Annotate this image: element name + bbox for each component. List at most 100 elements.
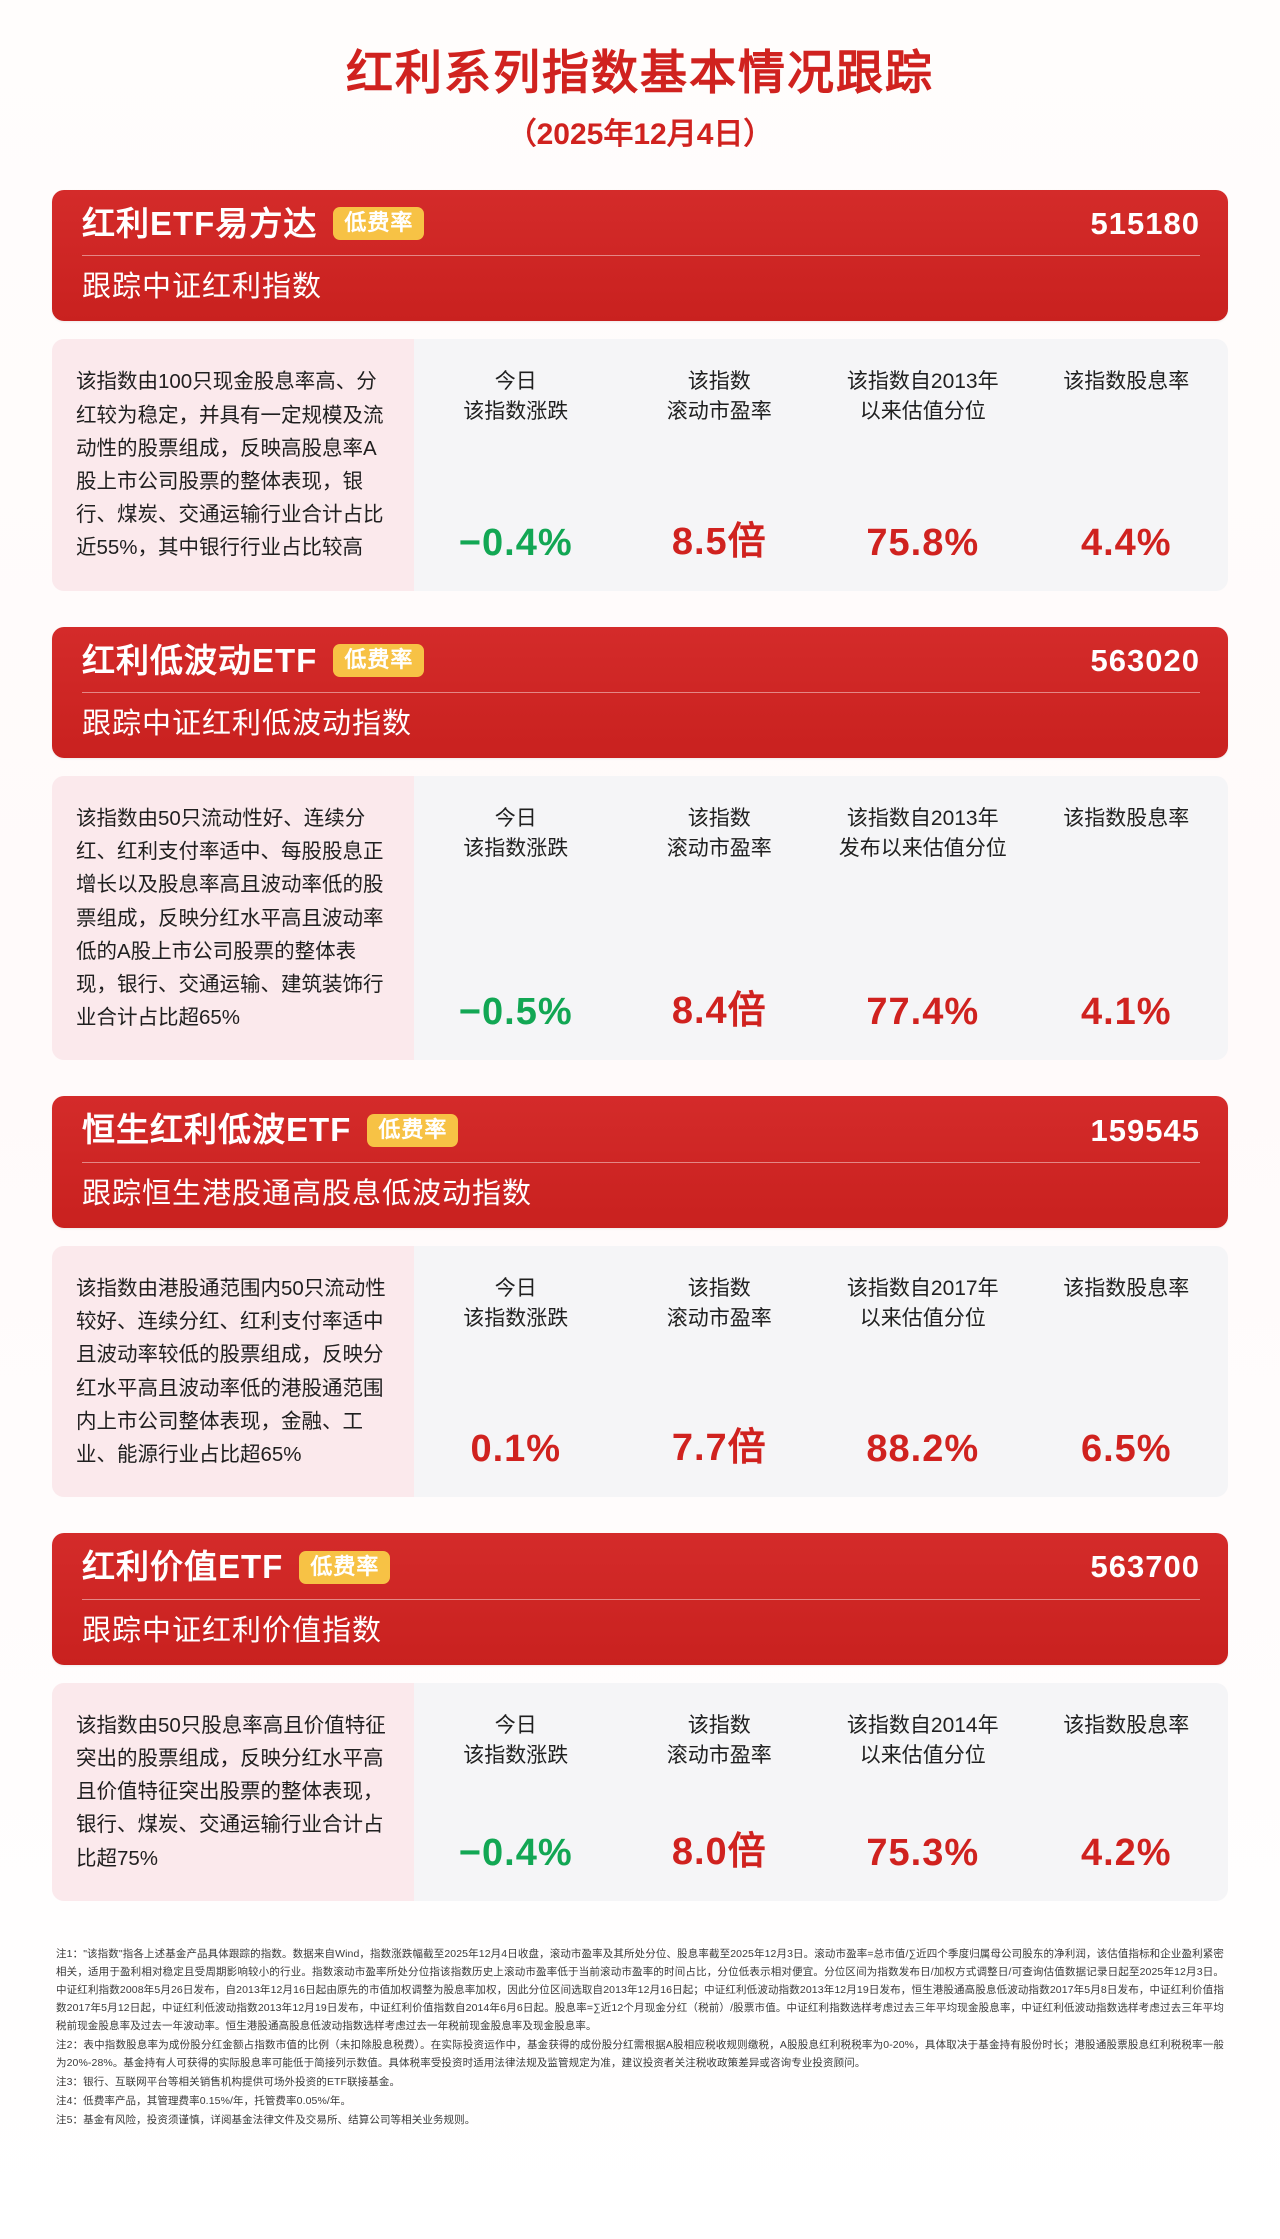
metric-label-line1: 该指数股息率: [1063, 370, 1190, 394]
fund-card-159545[interactable]: 恒生红利低波ETF 低费率 159545 跟踪恒生港股通高股息低波动指数 该指数…: [52, 1096, 1229, 1498]
page-title: 红利系列指数基本情况跟踪: [346, 46, 934, 99]
metric-label-line1: 该指数: [687, 1713, 751, 1737]
metric-label-line1: 该指数自2013年: [846, 807, 999, 831]
metric-label: 今日 该指数涨跌: [463, 1711, 568, 1771]
metric-cell: 该指数自2014年 以来估值分位 75.3%: [821, 1683, 1025, 1901]
low-fee-badge: 低费率: [367, 1114, 459, 1148]
metric-label-line1: 该指数股息率: [1063, 1713, 1190, 1737]
fund-code: 159545: [1090, 1112, 1200, 1148]
metric-label-line1: 今日: [494, 1713, 537, 1737]
page-header: 红利系列指数基本情况跟踪 （2025年12月4日）: [52, 0, 1228, 154]
metric-label-line2: 该指数涨跌: [463, 400, 569, 424]
metric-label-line1: 该指数: [687, 1277, 751, 1301]
metric-value: 4.4%: [1080, 521, 1172, 564]
footnote-2: 注2：表中指数股息率为成份股分红金额占指数市值的比例（未扣除股息税费）。在实际投…: [56, 2039, 1224, 2070]
metric-label: 该指数股息率: [1063, 1274, 1189, 1304]
metric-value: 88.2%: [866, 1428, 980, 1471]
metric-label-line2: 以来估值分位: [859, 1306, 986, 1330]
fund-card-body: 该指数由50只流动性好、连续分红、红利支付率适中、每股股息正增长以及股息率高且波…: [52, 776, 1228, 1061]
tracked-index-label: 跟踪恒生港股通高股息低波动指数: [82, 1177, 533, 1210]
fund-code: 563020: [1090, 642, 1200, 678]
metric-cell: 今日 该指数涨跌 0.1%: [414, 1246, 618, 1497]
fund-card-header-top: 红利低波动ETF 低费率 563020: [82, 642, 1200, 692]
low-fee-badge: 低费率: [333, 207, 425, 241]
fund-card-563020[interactable]: 红利低波动ETF 低费率 563020 跟踪中证红利低波动指数 该指数由50只流…: [52, 626, 1228, 1061]
metric-label-line2: 该指数涨跌: [463, 1743, 569, 1767]
metric-label-line2: 以来估值分位: [859, 400, 986, 424]
metric-label-line2: 滚动市盈率: [666, 1306, 772, 1330]
metric-label-line2: 滚动市盈率: [666, 1743, 772, 1767]
fund-card-body: 该指数由100只现金股息率高、分红较为稳定，并具有一定规模及流动性的股票组成，反…: [52, 339, 1229, 591]
metric-label: 该指数 滚动市盈率: [667, 1711, 772, 1771]
metric-label: 该指数自2013年 以来估值分位: [847, 367, 999, 427]
metric-label-line1: 该指数自2013年: [846, 370, 999, 394]
metric-cell: 该指数 滚动市盈率 8.0倍: [618, 1683, 822, 1901]
metric-label-line2: 该指数涨跌: [463, 1306, 569, 1330]
metric-value: −0.5%: [458, 991, 573, 1034]
index-description: 该指数由50只股息率高且价值特征突出的股票组成，反映分红水平高且价值特征突出股票…: [52, 1682, 414, 1901]
fund-card-563700[interactable]: 红利价值ETF 低费率 563700 跟踪中证红利价值指数 该指数由50只股息率…: [52, 1533, 1228, 1901]
metric-value: 6.5%: [1080, 1428, 1172, 1471]
metric-cell: 该指数 滚动市盈率 8.5倍: [618, 339, 822, 590]
metric-cell: 该指数 滚动市盈率 8.4倍: [618, 776, 822, 1060]
fund-identity: 红利低波动ETF 低费率: [82, 642, 425, 679]
metric-label: 该指数股息率: [1063, 804, 1189, 834]
metric-label-line1: 今日: [494, 1277, 537, 1301]
metric-label-line1: 该指数股息率: [1063, 807, 1190, 831]
metric-label-line2: 以来估值分位: [859, 1743, 986, 1767]
fund-identity: 红利ETF易方达 低费率: [82, 205, 425, 242]
fund-card-header-top: 红利ETF易方达 低费率 515180: [82, 205, 1200, 255]
metric-label-line2: 滚动市盈率: [666, 400, 772, 424]
metric-value: 4.2%: [1080, 1831, 1172, 1874]
metric-label: 该指数自2017年 以来估值分位: [847, 1274, 999, 1334]
metric-cell: 该指数股息率 4.2%: [1025, 1683, 1229, 1901]
fund-card-body: 该指数由50只股息率高且价值特征突出的股票组成，反映分红水平高且价值特征突出股票…: [52, 1682, 1229, 1901]
metric-cell: 今日 该指数涨跌 −0.5%: [414, 776, 618, 1060]
fund-card-515180[interactable]: 红利ETF易方达 低费率 515180 跟踪中证红利指数 该指数由100只现金股…: [52, 189, 1229, 591]
metric-label-line1: 该指数自2014年: [846, 1713, 999, 1737]
metric-value: 77.4%: [866, 991, 980, 1034]
footnote-1: 注1："该指数"指各上述基金产品具体跟踪的指数。数据来自Wind，指数涨跌幅截至…: [56, 1947, 1224, 2032]
metric-label: 今日 该指数涨跌: [463, 804, 568, 864]
fund-card-header: 红利价值ETF 低费率 563700 跟踪中证红利价值指数: [52, 1533, 1228, 1665]
metric-value: −0.4%: [458, 1831, 573, 1874]
metric-value: −0.4%: [458, 521, 573, 564]
metric-label: 该指数股息率: [1063, 1711, 1189, 1741]
fund-card-header-top: 恒生红利低波ETF 低费率 159545: [82, 1112, 1200, 1161]
footnote-3: 注3：银行、互联网平台等相关销售机构提供可场外投资的ETF联接基金。: [56, 2076, 401, 2089]
fund-card-header: 红利低波动ETF 低费率 563020 跟踪中证红利低波动指数: [52, 626, 1228, 759]
metric-label-line2: 滚动市盈率: [666, 836, 772, 860]
metric-label: 今日 该指数涨跌: [463, 367, 568, 427]
fund-identity: 恒生红利低波ETF 低费率: [82, 1111, 459, 1149]
metric-value: 8.0倍: [671, 1830, 767, 1873]
fund-card-header: 恒生红利低波ETF 低费率 159545 跟踪恒生港股通高股息低波动指数: [52, 1096, 1228, 1229]
metric-label: 该指数股息率: [1063, 367, 1189, 397]
metric-label-line1: 该指数股息率: [1063, 1277, 1190, 1301]
fund-name: 恒生红利低波ETF: [82, 1111, 352, 1149]
page-subtitle: （2025年12月4日）: [506, 117, 774, 151]
tracked-index-label: 跟踪中证红利低波动指数: [82, 707, 413, 740]
metric-label: 该指数自2013年 发布以来估值分位: [839, 804, 1007, 864]
metric-cell: 该指数股息率 6.5%: [1025, 1246, 1229, 1497]
fund-card-header-top: 红利价值ETF 低费率 563700: [82, 1548, 1200, 1598]
metric-label: 该指数 滚动市盈率: [667, 1274, 772, 1334]
header-divider: [82, 1161, 1200, 1163]
metric-value: 75.8%: [866, 521, 980, 564]
index-description: 该指数由港股通范围内50只流动性较好、连续分红、红利支付率适中且波动率较低的股票…: [52, 1246, 414, 1498]
metric-label: 今日 该指数涨跌: [463, 1274, 568, 1334]
footnote-5: 注5：基金有风险，投资须谨慎，详阅基金法律文件及交易所、结算公司等相关业务规则。: [56, 2114, 476, 2127]
metric-group: 今日 该指数涨跌 −0.5% 该指数 滚动市盈率 8.4倍 该指数自2013年 …: [414, 776, 1228, 1060]
metric-value: 8.4倍: [671, 990, 767, 1033]
metric-cell: 该指数股息率 4.4%: [1025, 339, 1229, 590]
footnotes: 注1："该指数"指各上述基金产品具体跟踪的指数。数据来自Wind，指数涨跌幅截至…: [52, 1945, 1228, 2170]
metric-value: 7.7倍: [671, 1427, 767, 1470]
metric-value: 4.1%: [1080, 991, 1172, 1034]
footnote-4: 注4：低费率产品，其管理费率0.15%/年，托管费率0.05%/年。: [56, 2095, 352, 2108]
metric-cell: 今日 该指数涨跌 −0.4%: [414, 339, 618, 590]
fund-card-body: 该指数由港股通范围内50只流动性较好、连续分红、红利支付率适中且波动率较低的股票…: [52, 1246, 1229, 1498]
metric-label: 该指数 滚动市盈率: [667, 367, 772, 427]
metric-label-line1: 该指数: [687, 370, 751, 394]
metric-label-line1: 该指数: [687, 807, 751, 831]
metric-label: 该指数自2014年 以来估值分位: [847, 1711, 999, 1771]
